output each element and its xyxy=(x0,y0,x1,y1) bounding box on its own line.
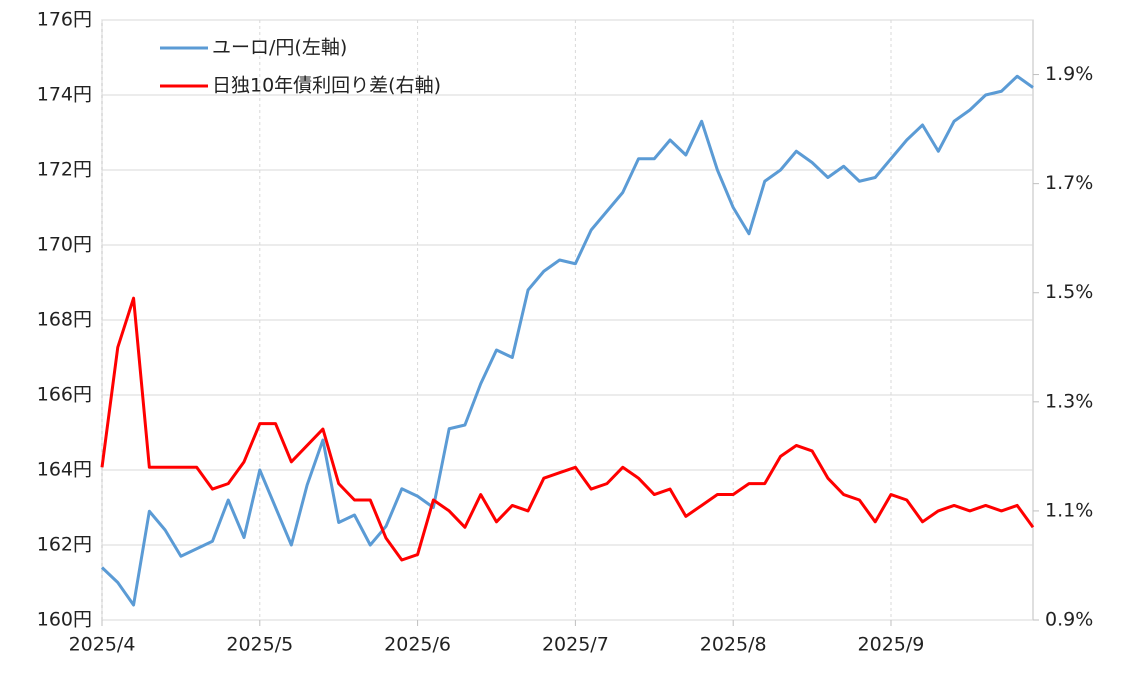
x-tick-label: 2025/8 xyxy=(700,634,767,656)
x-tick-label: 2025/6 xyxy=(384,634,451,656)
y-tick-label: 172円 xyxy=(37,159,92,181)
x-tick-label: 2025/4 xyxy=(69,634,136,656)
x-tick-label: 2025/7 xyxy=(542,634,609,656)
y-tick-label: 168円 xyxy=(37,309,92,331)
y-tick-label: 176円 xyxy=(37,9,92,31)
y-tick-label: 160円 xyxy=(37,609,92,631)
y-tick-label: 174円 xyxy=(37,84,92,106)
y-tick-label: 170円 xyxy=(37,234,92,256)
y2-tick-label: 1.5% xyxy=(1045,281,1093,303)
series-line xyxy=(100,296,1035,562)
y2-tick-label: 1.1% xyxy=(1045,499,1093,521)
y-tick-label: 162円 xyxy=(37,534,92,556)
y-tick-label: 164円 xyxy=(37,459,92,481)
y-tick-label: 166円 xyxy=(37,384,92,406)
y2-tick-label: 1.3% xyxy=(1045,390,1093,412)
y2-tick-label: 1.9% xyxy=(1045,63,1093,85)
y2-tick-label: 0.9% xyxy=(1045,609,1093,631)
legend-label: 日独10年債利回り差(右軸) xyxy=(212,75,441,97)
y2-tick-label: 1.7% xyxy=(1045,172,1093,194)
x-tick-label: 2025/5 xyxy=(226,634,293,656)
x-tick-label: 2025/9 xyxy=(858,634,925,656)
legend-label: ユーロ/円(左軸) xyxy=(212,37,347,59)
series-line xyxy=(100,74,1034,607)
